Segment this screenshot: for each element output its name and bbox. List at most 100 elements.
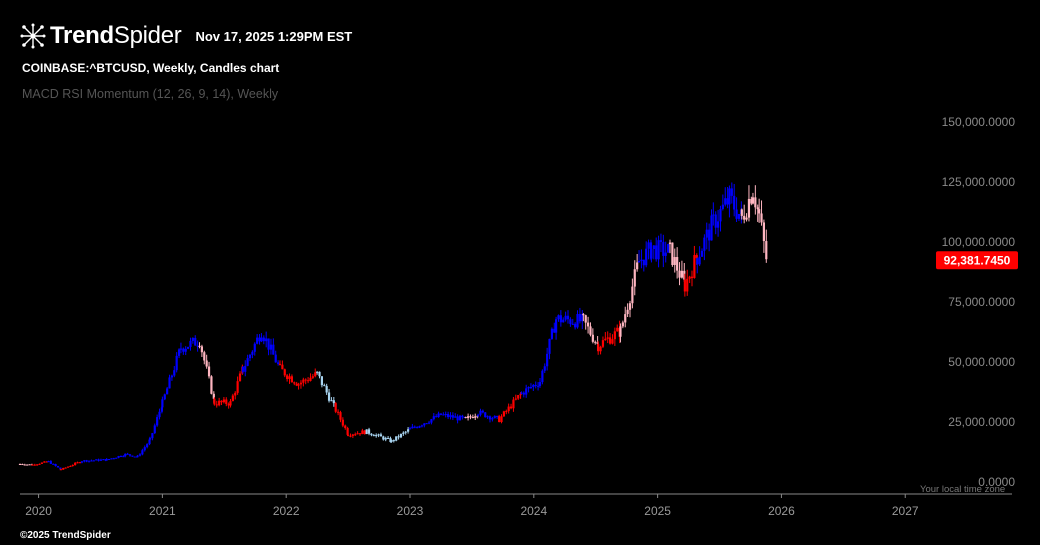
candle-body — [416, 427, 419, 429]
candle-body — [714, 214, 717, 228]
candle-body — [153, 425, 156, 434]
candle-body — [584, 315, 587, 323]
candle-body — [295, 383, 298, 386]
x-tick-label: 2022 — [273, 504, 300, 518]
candle-body — [320, 376, 324, 386]
candle-body — [488, 416, 492, 420]
y-tick-label: 25,000.0000 — [948, 415, 1015, 429]
candle-body — [491, 418, 494, 420]
candle-body — [26, 464, 29, 466]
candle-body — [386, 437, 390, 439]
candle-body — [451, 415, 454, 418]
candle-body — [258, 337, 261, 342]
candle-body — [548, 338, 551, 354]
candle-body — [367, 429, 371, 434]
candle-body — [498, 416, 501, 423]
candle-body — [325, 385, 328, 393]
candle-body — [636, 262, 639, 270]
candle-body — [128, 454, 132, 456]
candle-body — [56, 466, 60, 468]
candle-body — [724, 198, 727, 205]
candle-body — [18, 464, 22, 465]
y-tick-label: 125,000.0000 — [942, 175, 1016, 189]
candle-body — [107, 459, 111, 461]
candle-body — [762, 222, 766, 242]
candle-body — [650, 248, 653, 259]
candle-body — [225, 399, 228, 404]
candle-body — [700, 250, 704, 257]
candle-body — [437, 413, 440, 418]
candle-body — [461, 415, 464, 418]
candle-body — [133, 456, 136, 458]
x-axis: 2020 2021 2022 2023 2024 2025 2026 2027 — [20, 493, 1012, 518]
candle-body — [253, 343, 256, 352]
candle-body — [696, 258, 699, 265]
candle-body — [49, 461, 52, 464]
x-tick-label: 2027 — [892, 504, 919, 518]
candle-body — [408, 428, 412, 430]
candle-body — [425, 423, 428, 425]
candle-body — [148, 439, 151, 445]
candle-body — [543, 366, 546, 371]
candle-body — [158, 411, 161, 418]
candle-body — [141, 450, 144, 455]
candle-body — [166, 388, 169, 395]
candle-body — [439, 413, 443, 415]
candle-body — [87, 460, 91, 462]
candle-body — [290, 376, 294, 383]
y-tick-label: 100,000.0000 — [942, 235, 1016, 249]
candle-body — [346, 428, 349, 435]
candle-body — [406, 429, 410, 432]
candle-body — [92, 460, 95, 462]
candle-body — [126, 453, 129, 455]
y-tick-label: 75,000.0000 — [948, 295, 1015, 309]
candle-body — [95, 459, 98, 461]
candle-body — [712, 214, 715, 216]
candle-body — [210, 376, 213, 394]
candle-body — [23, 464, 26, 466]
candle-body — [83, 460, 86, 462]
candle-body — [115, 457, 118, 459]
candle-body — [582, 314, 585, 316]
candle-body — [293, 382, 296, 384]
candle-body — [395, 436, 398, 441]
candle-body — [375, 435, 378, 437]
candle-body — [102, 459, 105, 461]
candle-body — [175, 355, 178, 371]
candle-body — [737, 213, 741, 219]
candle-body — [493, 415, 496, 419]
candle-body — [522, 392, 525, 395]
candle-body — [750, 198, 753, 204]
indicator-label[interactable]: MACD RSI Momentum (12, 26, 9, 14), Weekl… — [22, 87, 279, 101]
candle-body — [671, 242, 674, 265]
candle-body — [423, 423, 426, 426]
candle-body — [66, 466, 70, 468]
candle-body — [272, 344, 275, 355]
candle-body — [427, 422, 431, 424]
candle-body — [621, 322, 624, 327]
candle-body — [248, 354, 252, 359]
candle-body — [758, 209, 761, 214]
candle-body — [637, 261, 641, 263]
candle-body — [286, 375, 289, 380]
timezone-note[interactable]: Your local time zone — [920, 484, 1005, 495]
candle-body — [527, 386, 530, 389]
candle-body — [36, 464, 39, 466]
candle-body — [215, 404, 218, 406]
candle-body — [683, 270, 686, 280]
candle-body — [628, 303, 632, 310]
last-price-label: 92,381.7450 — [944, 253, 1011, 267]
candle-body — [754, 197, 757, 208]
candle-body — [28, 464, 31, 466]
candle-body — [218, 400, 221, 406]
candle-body — [765, 241, 768, 260]
candle-body — [336, 411, 340, 413]
candle-body — [122, 456, 125, 458]
candle-body — [435, 416, 438, 418]
candle-body — [222, 399, 226, 403]
candle-body — [566, 315, 570, 320]
candle-body — [143, 447, 146, 451]
candle-body — [458, 415, 462, 421]
candle-body — [278, 363, 282, 365]
